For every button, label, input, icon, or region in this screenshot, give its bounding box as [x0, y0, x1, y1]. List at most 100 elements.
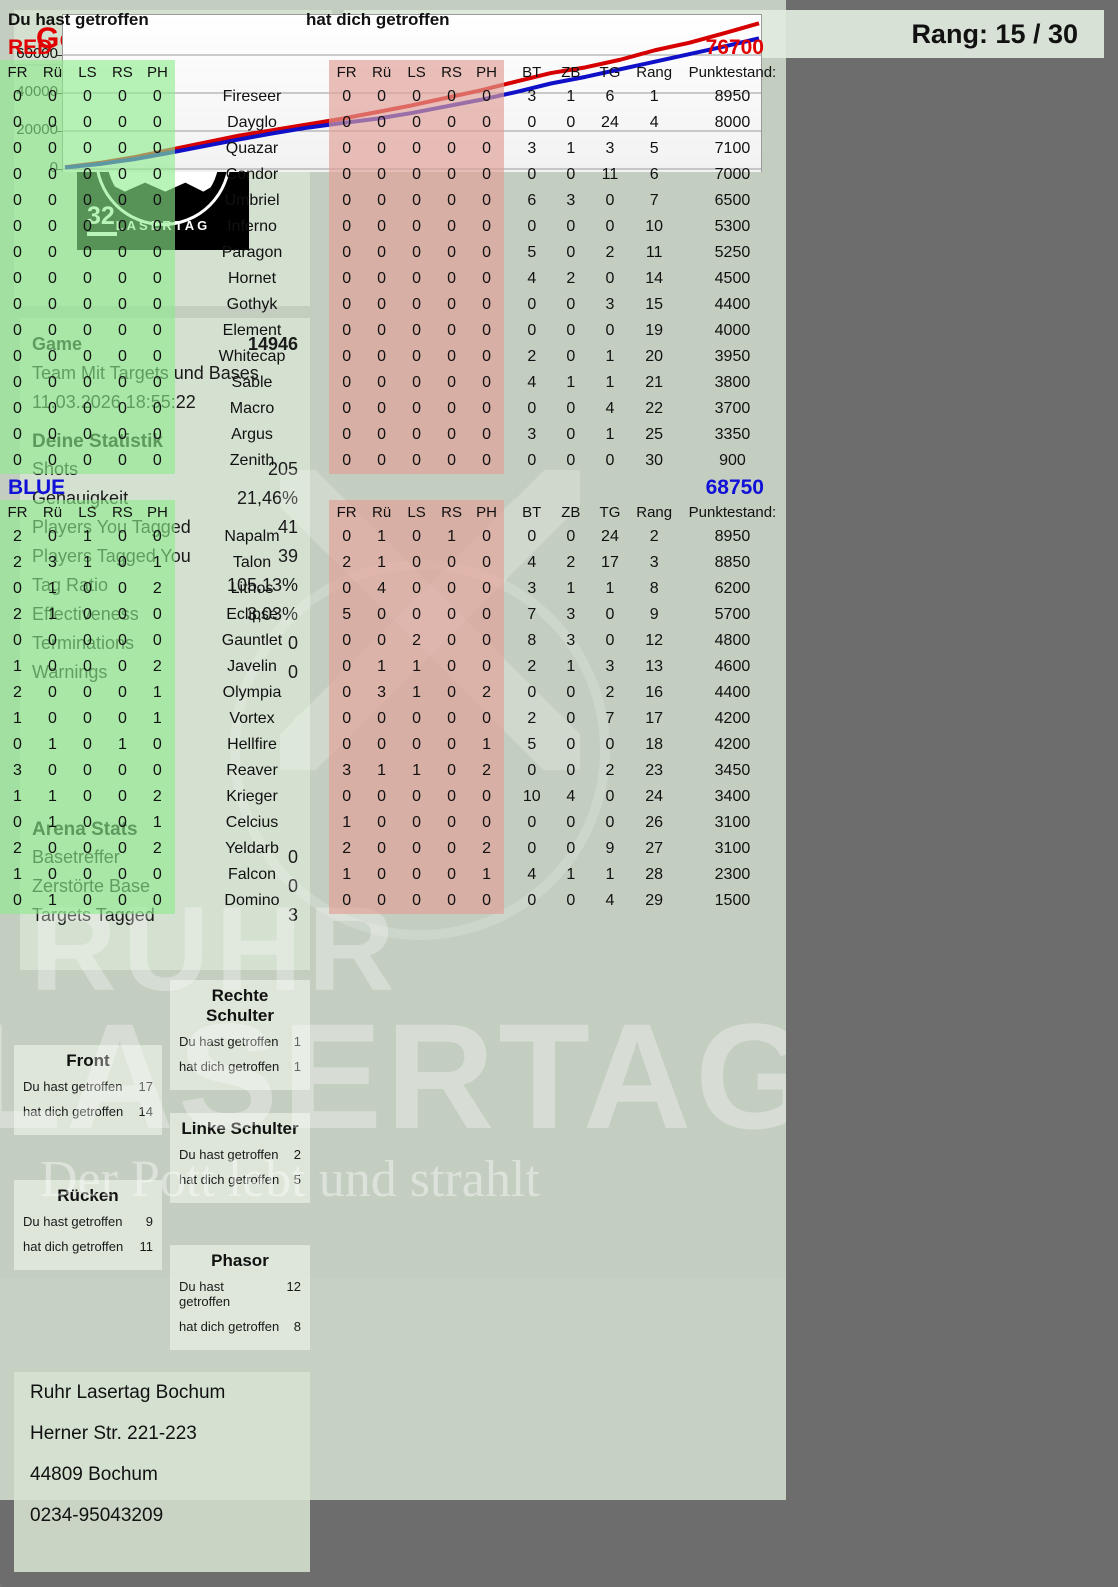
table-row[interactable]: 0 0 0 0 0 Zenith 0 0 0 0 0 0 0 0 30 900	[0, 448, 786, 474]
rank-label: Rang: 15 / 30	[911, 18, 1078, 49]
table-row[interactable]: 3 0 0 0 0 Reaver 3 1 1 0 2 0 0 2 23 3450	[0, 758, 786, 784]
table-row[interactable]: 1 0 0 0 2 Javelin 0 1 1 0 0 2 1 3 13 4600	[0, 654, 786, 680]
cell-hit-LS: 0	[69, 784, 105, 810]
cell-zb: 0	[566, 166, 576, 183]
cell-bt: 5	[527, 736, 537, 753]
cell-taken-PH: 0	[469, 628, 504, 654]
bodypart-box-front: Front Du hast getroffen 17 hat dich getroff…	[14, 1045, 162, 1135]
table-row[interactable]: 0 0 0 0 0 Dayglo 0 0 0 0 0 0 0 24 4 8000	[0, 110, 786, 136]
table-row[interactable]: 0 1 0 0 2 Lithos 0 4 0 0 0 3 1 1 8 6200	[0, 576, 786, 602]
bodypart-taken-row: hat dich getroffen 1	[179, 1059, 301, 1074]
cell-player-name: Macro	[229, 400, 275, 417]
cell-taken-PH: 0	[469, 370, 504, 396]
table-row[interactable]: 0 0 0 0 0 Hornet 0 0 0 0 0 4 2 0 14 4500	[0, 266, 786, 292]
cell-taken-PH: 0	[469, 162, 504, 188]
cell-player-name: Javelin	[227, 658, 277, 675]
bodypart-hit-value: 1	[293, 1034, 301, 1049]
cell-taken-PH: 0	[469, 292, 504, 318]
cell-hit-Rü: 1	[34, 602, 70, 628]
table-row[interactable]: 0 0 0 0 0 Macro 0 0 0 0 0 0 0 4 22 3700	[0, 396, 786, 422]
cell-tg: 4	[605, 892, 615, 909]
cell-hit-Rü: 0	[34, 422, 70, 448]
table-row[interactable]: 1 1 0 0 2 Krieger 0 0 0 0 0 10 4 0 24 3400	[0, 784, 786, 810]
cell-taken-LS: 0	[399, 188, 435, 214]
table-row[interactable]: 0 0 0 0 0 Umbriel 0 0 0 0 0 6 3 0 7 6500	[0, 188, 786, 214]
cell-points: 3450	[714, 762, 751, 779]
cell-hit-RS: 0	[104, 266, 140, 292]
cell-zb: 1	[566, 88, 576, 105]
cell-rang: 7	[649, 192, 659, 209]
table-row[interactable]: 0 0 0 0 0 Argus 0 0 0 0 0 3 0 1 25 3350	[0, 422, 786, 448]
cell-taken-FR: 0	[329, 654, 365, 680]
table-row[interactable]: 1 0 0 0 1 Vortex 0 0 0 0 0 2 0 7 17 4200	[0, 706, 786, 732]
cell-rang: 12	[645, 632, 664, 649]
cell-hit-PH: 0	[139, 240, 175, 266]
col-header-hit-LS: LS	[69, 500, 105, 524]
table-row[interactable]: 0 0 0 0 0 Paragon 0 0 0 0 0 5 0 2 11 5250	[0, 240, 786, 266]
cell-taken-LS: 2	[399, 628, 435, 654]
table-row[interactable]: 2 3 1 0 1 Talon 2 1 0 0 0 4 2 17 3 8850	[0, 550, 786, 576]
col-group-label-you-hit: Du hast getroffen	[8, 10, 149, 29]
cell-hit-RS: 1	[104, 732, 140, 758]
col-header-bt: BT	[522, 503, 542, 521]
table-row[interactable]: 0 0 0 0 0 Inferno 0 0 0 0 0 0 0 0 10 5300	[0, 214, 786, 240]
cell-hit-RS: 0	[104, 344, 140, 370]
bodypart-hit-label: Du hast getroffen	[179, 1034, 279, 1049]
table-row[interactable]: 0 0 0 0 0 Quazar 0 0 0 0 0 3 1 3 5 7100	[0, 136, 786, 162]
cell-rang: 4	[649, 114, 659, 131]
cell-hit-PH: 0	[139, 524, 175, 550]
cell-hit-RS: 0	[104, 628, 140, 654]
cell-taken-PH: 0	[469, 888, 504, 914]
cell-taken-LS: 0	[399, 862, 435, 888]
bodypart-title: Phasor	[211, 1251, 269, 1270]
cell-taken-FR: 3	[329, 758, 365, 784]
cell-hit-FR: 0	[0, 344, 35, 370]
col-header-points: Punktestand:	[688, 63, 777, 81]
cell-hit-RS: 0	[104, 396, 140, 422]
cell-hit-Rü: 0	[34, 84, 70, 110]
cell-rang: 10	[645, 218, 664, 235]
cell-hit-PH: 0	[139, 888, 175, 914]
teams-container: RED 76700 FR Rü LS RS PH FR Rü LS RS PH BT ZB TG Rang Pu…	[0, 34, 786, 914]
table-row[interactable]: 0 1 0 0 0 Domino 0 0 0 0 0 0 0 4 29 1500	[0, 888, 786, 914]
table-row[interactable]: 2 0 0 0 2 Yeldarb 2 0 0 0 2 0 0 9 27 3100	[0, 836, 786, 862]
cell-points: 3350	[714, 426, 751, 443]
chart-ytick-label: 60000	[16, 45, 58, 62]
cell-taken-FR: 0	[329, 706, 365, 732]
table-row[interactable]: 0 0 0 0 0 Sable 0 0 0 0 0 4 1 1 21 3800	[0, 370, 786, 396]
table-row[interactable]: 0 0 0 0 0 Gothyk 0 0 0 0 0 0 0 3 15 4400	[0, 292, 786, 318]
team-header-blue: BLUE 68750	[0, 474, 786, 500]
col-header-taken-FR: FR	[329, 60, 365, 84]
cell-spacer	[504, 370, 512, 396]
cell-player-name: Inferno	[227, 218, 277, 235]
table-row[interactable]: 0 0 0 0 0 Condor 0 0 0 0 0 0 0 11 6 7000	[0, 162, 786, 188]
table-row[interactable]: 0 0 0 0 0 Fireseer 0 0 0 0 0 3 1 6 1 8950	[0, 84, 786, 110]
cell-hit-Rü: 0	[34, 862, 70, 888]
cell-player-name: Whitecap	[218, 348, 286, 365]
table-row[interactable]: 2 0 1 0 0 Napalm 0 1 0 1 0 0 0 24 2 8950	[0, 524, 786, 550]
cell-hit-Rü: 0	[34, 266, 70, 292]
cell-hit-PH: 2	[139, 576, 175, 602]
table-row[interactable]: 0 1 0 0 1 Celcius 1 0 0 0 0 0 0 0 26 3100	[0, 810, 786, 836]
col-header-hit-LS: LS	[69, 60, 105, 84]
table-row[interactable]: 1 0 0 0 0 Falcon 1 0 0 0 1 4 1 1 28 2300	[0, 862, 786, 888]
cell-zb: 3	[566, 192, 576, 209]
table-row[interactable]: 0 1 0 1 0 Hellfire 0 0 0 0 1 5 0 0 18 4200	[0, 732, 786, 758]
cell-zb: 1	[566, 580, 576, 597]
table-row[interactable]: 2 1 0 0 0 Eclipse 5 0 0 0 0 7 3 0 9 5700	[0, 602, 786, 628]
cell-bt: 2	[527, 348, 537, 365]
cell-taken-FR: 0	[329, 344, 365, 370]
table-row[interactable]: 0 0 0 0 0 Gauntlet 0 0 2 0 0 8 3 0 12 4800	[0, 628, 786, 654]
cell-taken-RS: 0	[434, 136, 470, 162]
cell-bt: 0	[527, 840, 537, 857]
cell-player-name: Yeldarb	[225, 840, 279, 857]
cell-hit-LS: 0	[69, 214, 105, 240]
bodypart-hit-row: Du hast getroffen 1	[179, 1034, 301, 1049]
cell-bt: 0	[527, 114, 537, 131]
table-row[interactable]: 0 0 0 0 0 Whitecap 0 0 0 0 0 2 0 1 20 3950	[0, 344, 786, 370]
table-row[interactable]: 0 0 0 0 0 Element 0 0 0 0 0 0 0 0 19 4000	[0, 318, 786, 344]
team-name: BLUE	[8, 476, 66, 499]
cell-taken-RS: 0	[434, 810, 470, 836]
table-row[interactable]: 2 0 0 0 1 Olympia 0 3 1 0 2 0 0 2 16 4400	[0, 680, 786, 706]
cell-hit-RS: 0	[104, 706, 140, 732]
